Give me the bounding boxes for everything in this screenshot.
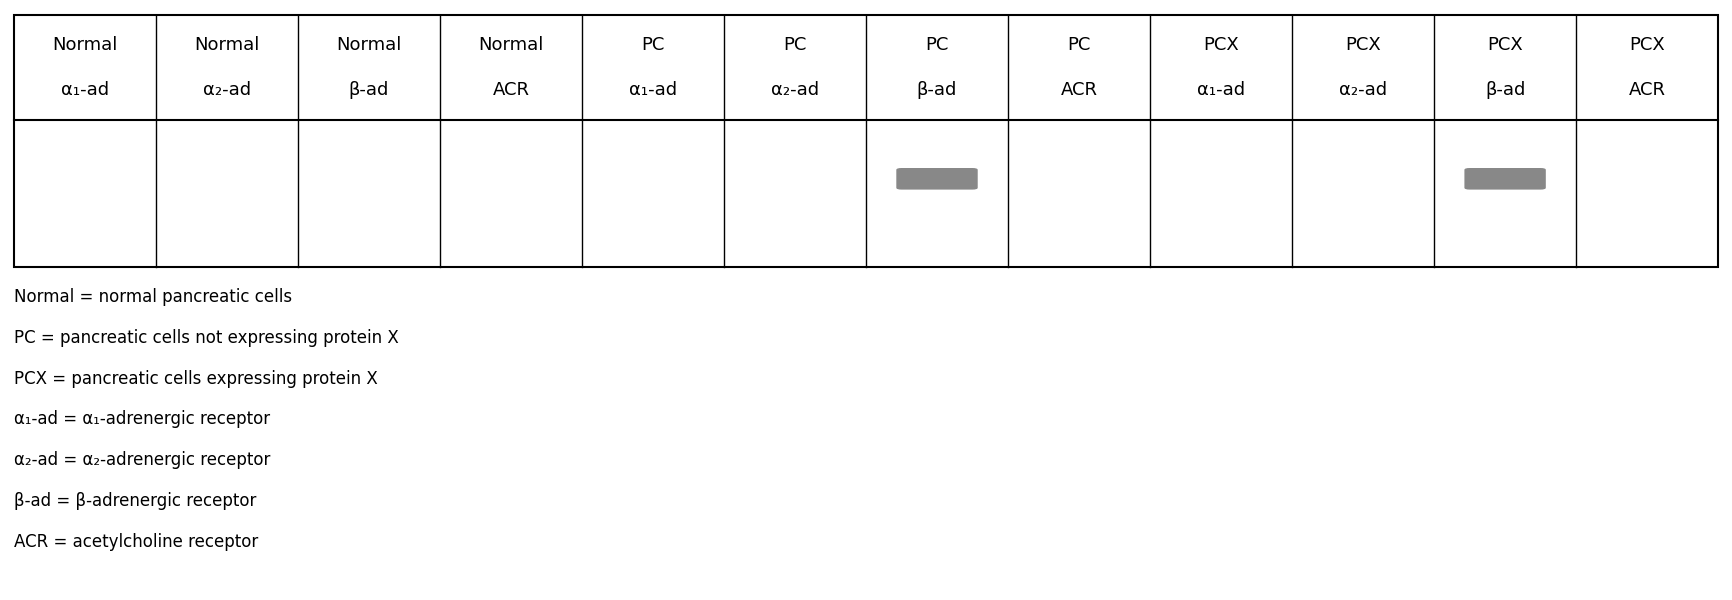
Text: PCX: PCX bbox=[1630, 36, 1664, 54]
Text: ACR: ACR bbox=[1060, 82, 1098, 100]
Text: PCX: PCX bbox=[1346, 36, 1380, 54]
Text: PCX: PCX bbox=[1488, 36, 1522, 54]
Text: β-ad: β-ad bbox=[1484, 82, 1526, 100]
Text: ACR = acetylcholine receptor: ACR = acetylcholine receptor bbox=[14, 533, 258, 551]
Text: α₂-ad: α₂-ad bbox=[1339, 82, 1387, 100]
Text: α₁-ad: α₁-ad bbox=[629, 82, 677, 100]
Text: Normal: Normal bbox=[52, 36, 118, 54]
Text: β-ad = β-adrenergic receptor: β-ad = β-adrenergic receptor bbox=[14, 492, 256, 510]
Text: PC = pancreatic cells not expressing protein X: PC = pancreatic cells not expressing pro… bbox=[14, 329, 398, 347]
FancyBboxPatch shape bbox=[897, 168, 979, 190]
Text: α₂-ad: α₂-ad bbox=[771, 82, 819, 100]
Text: PC: PC bbox=[783, 36, 807, 54]
Bar bbox=[14, 15, 1718, 267]
Text: PCX = pancreatic cells expressing protein X: PCX = pancreatic cells expressing protei… bbox=[14, 370, 378, 388]
Text: Normal: Normal bbox=[478, 36, 544, 54]
Text: ACR: ACR bbox=[492, 82, 530, 100]
Text: ACR: ACR bbox=[1628, 82, 1666, 100]
Text: PC: PC bbox=[641, 36, 665, 54]
FancyBboxPatch shape bbox=[1464, 168, 1547, 190]
Text: α₂-ad = α₂-adrenergic receptor: α₂-ad = α₂-adrenergic receptor bbox=[14, 451, 270, 469]
Text: α₁-ad = α₁-adrenergic receptor: α₁-ad = α₁-adrenergic receptor bbox=[14, 410, 270, 428]
Text: PCX: PCX bbox=[1204, 36, 1238, 54]
Text: PC: PC bbox=[925, 36, 949, 54]
Text: β-ad: β-ad bbox=[916, 82, 958, 100]
Text: α₁-ad: α₁-ad bbox=[1197, 82, 1245, 100]
Text: β-ad: β-ad bbox=[348, 82, 390, 100]
Text: PC: PC bbox=[1067, 36, 1091, 54]
Text: α₂-ad: α₂-ad bbox=[203, 82, 251, 100]
Text: Normal: Normal bbox=[336, 36, 402, 54]
Text: Normal: Normal bbox=[194, 36, 260, 54]
Text: Normal = normal pancreatic cells: Normal = normal pancreatic cells bbox=[14, 288, 293, 306]
Text: α₁-ad: α₁-ad bbox=[61, 82, 109, 100]
